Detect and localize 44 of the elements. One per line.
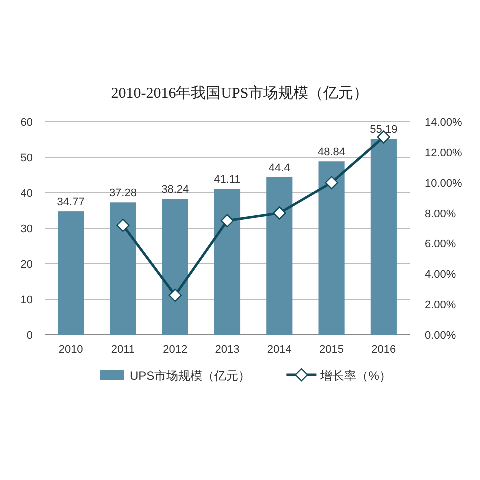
y2-tick-label: 14.00%: [425, 117, 463, 129]
x-tick-label: 2015: [320, 344, 344, 356]
y2-tick-label: 12.00%: [425, 147, 463, 160]
y-tick-label: 60: [20, 117, 33, 129]
data-label: 38.24: [162, 184, 190, 196]
x-tick-label: 2011: [111, 344, 136, 356]
data-label: 37.28: [109, 188, 137, 200]
bar: [370, 139, 397, 335]
y-tick-label: 10: [20, 294, 33, 306]
y2-tick-label: 6.00%: [425, 238, 456, 251]
x-tick-label: 2014: [267, 344, 292, 356]
y2-tick-label: 2.00%: [425, 300, 456, 312]
legend-label: 增长率（%）: [320, 369, 392, 383]
y-tick-label: 40: [20, 188, 33, 200]
y-tick-label: 0: [26, 330, 33, 342]
y-tick-label: 50: [20, 152, 33, 164]
x-tick-label: 2016: [372, 344, 396, 356]
bar: [266, 177, 293, 335]
bar: [318, 162, 345, 335]
bar: [214, 189, 241, 335]
point: [116, 218, 130, 232]
y2-tick-label: 8.00%: [425, 208, 456, 220]
data-label: 41.11: [214, 174, 241, 186]
chart-title: 2010-2016年我国UPS市场规模（亿元）: [111, 85, 369, 102]
y-tick-label: 30: [20, 224, 33, 236]
data-label: 48.84: [318, 146, 346, 159]
x-tick-label: 2013: [215, 344, 240, 356]
y2-tick-label: 4.00%: [425, 269, 456, 282]
point: [273, 206, 286, 220]
y-tick-label: 20: [20, 259, 33, 271]
y2-tick-label: 10.00%: [425, 178, 463, 190]
x-tick-label: 2010: [58, 344, 84, 356]
legend-label: UPS市场规模（亿元）: [130, 369, 251, 383]
point: [168, 288, 182, 302]
bar: [110, 202, 136, 335]
x-tick-label: 2012: [163, 344, 188, 356]
point: [220, 214, 234, 228]
data-label: 55.19: [370, 124, 398, 136]
bar: [162, 199, 188, 335]
data-label: 44.4: [268, 162, 290, 174]
data-label: 34.77: [57, 196, 85, 209]
point: [325, 176, 338, 190]
bar: [58, 212, 84, 335]
y2-tick-label: 0.00%: [425, 330, 456, 342]
